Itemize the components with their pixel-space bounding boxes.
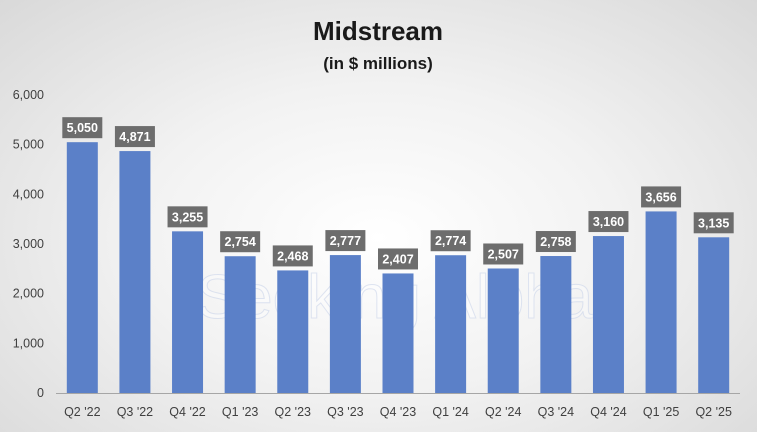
x-tick-label: Q4 '24 [590, 405, 626, 419]
x-tick-label: Q3 '23 [327, 405, 363, 419]
data-label-text: 3,160 [593, 215, 624, 229]
bar [119, 151, 151, 393]
y-tick-label: 1,000 [13, 336, 44, 350]
y-tick-label: 0 [37, 386, 44, 400]
data-label-box [114, 126, 155, 148]
y-axis: 0 1,000 2,000 3,000 4,000 5,000 6,000 [13, 88, 44, 400]
data-label-text: 2,507 [488, 247, 519, 261]
data-label: 5,050 [62, 117, 103, 139]
data-label-box [378, 248, 418, 270]
x-tick-label: Q3 '24 [538, 405, 574, 419]
data-label-box [483, 243, 524, 265]
data-label: 2,507 [483, 243, 524, 265]
y-tick-label: 6,000 [13, 88, 44, 102]
data-label-box [588, 211, 629, 233]
data-label-text: 2,774 [435, 234, 466, 248]
x-tick-label: Q2 '22 [64, 405, 100, 419]
data-label-text: 2,758 [540, 235, 571, 249]
chart-title: Midstream [313, 16, 443, 46]
data-label: 3,656 [641, 186, 682, 208]
bar [540, 256, 572, 393]
data-label: 2,758 [535, 231, 576, 253]
chart-subtitle: (in $ millions) [323, 54, 433, 73]
data-label-text: 2,468 [277, 249, 308, 263]
data-label-text: 2,407 [382, 252, 413, 266]
y-tick-label: 3,000 [13, 237, 44, 251]
data-label-box [167, 206, 208, 228]
bar [592, 236, 624, 393]
data-label-box [325, 230, 366, 252]
y-tick-label: 2,000 [13, 287, 44, 301]
data-label-box [641, 186, 682, 208]
data-label: 2,407 [378, 248, 418, 270]
data-label: 4,871 [114, 126, 155, 148]
x-tick-label: Q2 '24 [485, 405, 521, 419]
data-label-text: 3,135 [698, 216, 729, 230]
data-label: 2,774 [430, 230, 471, 252]
x-tick-label: Q4 '23 [380, 405, 416, 419]
data-label-text: 3,255 [172, 210, 203, 224]
data-label: 3,255 [167, 206, 208, 228]
data-label-text: 4,871 [119, 130, 150, 144]
x-tick-label: Q1 '24 [432, 405, 468, 419]
bar [172, 231, 204, 393]
data-label: 2,754 [220, 231, 261, 253]
data-labels: 5,050 4,871 3,255 2,754 2,468 2,777 2,407 2,774… [62, 117, 734, 270]
x-tick-label: Q1 '25 [643, 405, 679, 419]
bar [435, 255, 467, 393]
x-tick-label: Q1 '23 [222, 405, 258, 419]
data-label-box [62, 117, 103, 139]
data-label-box [220, 231, 261, 253]
data-label: 2,777 [325, 230, 366, 252]
data-label-text: 3,656 [645, 190, 676, 204]
x-tick-label: Q3 '22 [117, 405, 153, 419]
x-tick-label: Q2 '23 [275, 405, 311, 419]
bar [645, 211, 677, 393]
bar [224, 256, 256, 393]
data-label: 3,135 [693, 212, 734, 234]
bar [66, 142, 98, 393]
data-label-box [272, 245, 313, 267]
x-axis: Q2 '22 Q3 '22 Q4 '22 Q1 '23 Q2 '23 Q3 '23 Q4 '… [64, 405, 732, 419]
y-tick-label: 4,000 [13, 187, 44, 201]
data-label-text: 5,050 [67, 121, 98, 135]
bar [277, 270, 309, 393]
data-label-box [535, 231, 576, 253]
x-tick-label: Q2 '25 [695, 405, 731, 419]
bar [487, 268, 519, 393]
bar [698, 237, 730, 393]
bar [329, 255, 361, 393]
data-label-box [430, 230, 471, 252]
data-label: 3,160 [588, 211, 629, 233]
data-label: 2,468 [272, 245, 313, 267]
data-label-text: 2,754 [225, 235, 256, 249]
bar-series [66, 142, 730, 393]
y-tick-label: 5,000 [13, 138, 44, 152]
x-tick-label: Q4 '22 [169, 405, 205, 419]
bar [382, 273, 414, 393]
data-label-box [693, 212, 734, 234]
data-label-text: 2,777 [330, 234, 361, 248]
